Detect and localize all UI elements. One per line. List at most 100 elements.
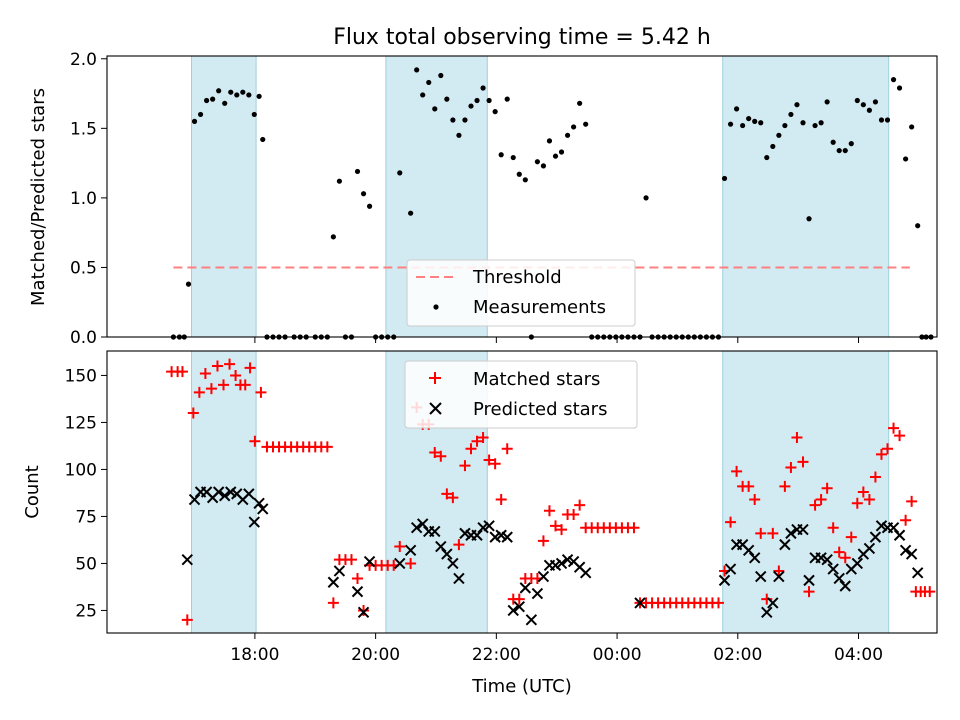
matched-star-marker bbox=[556, 524, 568, 536]
measurement-point bbox=[330, 234, 336, 240]
predicted-star-marker bbox=[453, 572, 465, 585]
measurement-point bbox=[510, 154, 516, 161]
matched-star-marker bbox=[181, 614, 193, 626]
top-legend-box bbox=[406, 259, 636, 327]
measurement-point bbox=[909, 124, 915, 130]
measurement-point bbox=[516, 171, 522, 177]
matched-star-marker bbox=[176, 366, 188, 378]
measurement-point bbox=[480, 85, 486, 91]
measurement-point bbox=[474, 97, 480, 104]
matched-star-marker bbox=[809, 499, 821, 511]
measurement-point bbox=[426, 79, 432, 86]
measurement-point bbox=[764, 154, 770, 161]
matched-star-marker bbox=[321, 441, 333, 453]
predicted-star-marker bbox=[905, 548, 918, 560]
measurement-point bbox=[420, 92, 426, 98]
measurement-point bbox=[842, 147, 848, 154]
measurement-point bbox=[746, 115, 752, 122]
matched-star-marker bbox=[888, 422, 900, 434]
matched-star-marker bbox=[785, 462, 797, 474]
measurement-point bbox=[806, 216, 812, 222]
measurement-point bbox=[903, 156, 909, 162]
matched-star-marker bbox=[483, 454, 495, 466]
matched-star-marker bbox=[906, 495, 918, 507]
predicted-star-marker bbox=[447, 557, 459, 570]
matched-star-marker bbox=[513, 593, 525, 605]
matched-star-marker bbox=[441, 488, 453, 500]
measurement-point bbox=[456, 132, 462, 138]
predicted-star-marker bbox=[718, 574, 731, 587]
predicted-star-marker bbox=[181, 553, 193, 566]
predicted-star-marker bbox=[761, 606, 773, 619]
measurement-point bbox=[397, 170, 403, 176]
predicted-star-marker bbox=[219, 490, 231, 502]
matched-star-marker bbox=[537, 535, 549, 547]
predicted-star-marker bbox=[429, 525, 441, 538]
matched-star-marker bbox=[803, 586, 815, 598]
predicted-star-marker bbox=[471, 529, 483, 541]
predicted-star-marker bbox=[416, 518, 429, 530]
x-tick-label: 20:00 bbox=[351, 645, 400, 665]
measurement-point bbox=[438, 72, 444, 79]
measurement-point bbox=[256, 93, 262, 99]
matched-star-marker bbox=[230, 369, 242, 381]
matched-star-marker bbox=[249, 435, 261, 447]
matched-star-marker bbox=[429, 447, 441, 459]
predicted-star-marker bbox=[513, 600, 525, 613]
bottom-panel: 25 50 75 100 125 150 18:00 20:00 22:00 00:00 02:0… bbox=[22, 350, 938, 697]
matched-star-marker bbox=[358, 604, 370, 616]
matched-star-marker bbox=[489, 458, 501, 470]
matched-star-marker bbox=[882, 443, 894, 455]
predicted-star-marker bbox=[363, 555, 376, 568]
matched-star-marker bbox=[453, 539, 465, 551]
matched-star-marker bbox=[924, 586, 936, 598]
matched-star-marker bbox=[851, 497, 863, 509]
measurement-point bbox=[583, 121, 589, 127]
measurement-point bbox=[408, 210, 414, 216]
predicted-star-marker bbox=[327, 576, 340, 588]
bottom-y-tick-label: 25 bbox=[75, 601, 97, 621]
bottom-y-ticks: 25 50 75 100 125 150 bbox=[65, 366, 107, 621]
matched-star-marker bbox=[821, 482, 833, 494]
matched-star-marker bbox=[791, 431, 803, 443]
predicted-star-marker bbox=[839, 580, 851, 592]
measurement-point bbox=[534, 159, 540, 165]
measurement-point bbox=[492, 109, 498, 115]
bottom-plot-frame bbox=[106, 350, 938, 634]
measurement-point bbox=[522, 177, 528, 183]
predicted-star-marker bbox=[404, 544, 417, 556]
matched-star-marker bbox=[863, 494, 875, 506]
predicted-star-marker bbox=[779, 538, 791, 551]
predicted-star-marker bbox=[257, 503, 269, 515]
legend-matched-label: Matched stars bbox=[473, 369, 600, 390]
x-tick-label: 18:00 bbox=[230, 645, 279, 665]
predicted-star-marker bbox=[525, 614, 538, 626]
measurement-point bbox=[234, 92, 240, 98]
measurement-point bbox=[812, 122, 818, 129]
predicted-star-marker bbox=[212, 486, 225, 498]
measurement-point bbox=[818, 120, 824, 126]
predicted-star-marker bbox=[441, 548, 453, 560]
top-y-ticks: 0.0 0.5 1.0 1.5 2.0 bbox=[70, 50, 107, 348]
measurement-point bbox=[191, 118, 198, 124]
predicted-star-marker bbox=[410, 522, 423, 534]
predicted-star-marker bbox=[821, 553, 833, 566]
x-tick-label: 00:00 bbox=[593, 645, 642, 665]
measurement-point bbox=[498, 152, 504, 158]
predicted-star-marker bbox=[351, 585, 364, 598]
matched-star-marker bbox=[773, 565, 785, 577]
predicted-star-marker bbox=[531, 587, 544, 600]
matched-star-marker bbox=[725, 516, 737, 528]
measurement-point bbox=[782, 122, 788, 129]
x-axis-label: Time (UTC) bbox=[471, 676, 572, 697]
top-y-tick-label: 1.5 bbox=[70, 119, 97, 139]
predicted-star-marker bbox=[803, 574, 815, 587]
measurement-point bbox=[504, 96, 510, 102]
bottom-y-axis-label: Count bbox=[22, 465, 43, 518]
predicted-star-marker bbox=[253, 497, 265, 509]
matched-star-marker bbox=[465, 443, 477, 455]
measurement-point bbox=[872, 99, 879, 105]
bottom-y-tick-label: 150 bbox=[65, 366, 97, 386]
bottom-y-tick-label: 100 bbox=[65, 460, 97, 480]
matched-star-marker bbox=[779, 480, 791, 492]
